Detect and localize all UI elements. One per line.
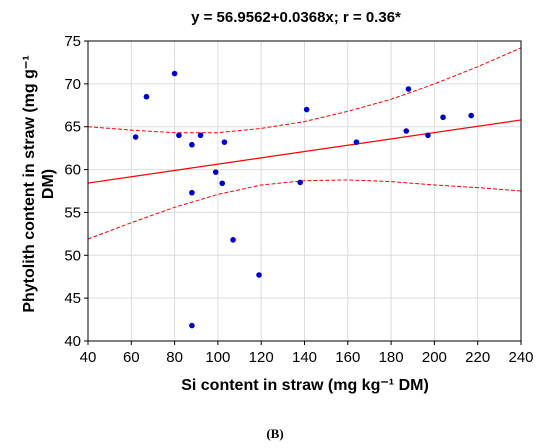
x-tick-label: 60 xyxy=(123,349,140,366)
x-tick-label: 160 xyxy=(335,349,360,366)
x-tick-label: 240 xyxy=(508,349,533,366)
x-tick-label: 200 xyxy=(422,349,447,366)
y-tick-label: 70 xyxy=(64,76,81,93)
x-tick-label: 180 xyxy=(379,349,404,366)
data-point xyxy=(256,272,262,278)
x-tick-label: 40 xyxy=(80,349,97,366)
y-axis-label: Phytolith content in straw (mg g⁻¹ DM) xyxy=(21,55,57,312)
x-tick-label: 80 xyxy=(166,349,183,366)
data-point xyxy=(221,139,228,145)
data-point xyxy=(219,180,226,187)
regression-line-group xyxy=(87,119,522,184)
data-point xyxy=(303,106,310,113)
data-point xyxy=(189,189,195,196)
panel-label: (B) xyxy=(266,426,283,441)
y-tick-label: 55 xyxy=(64,204,81,221)
data-point xyxy=(405,86,412,92)
y-tick-label: 45 xyxy=(64,290,81,307)
y-axis-label-line2: DM) xyxy=(40,169,57,199)
data-point xyxy=(176,132,182,139)
x-axis-label: Si content in straw (mg kg⁻¹ DM) xyxy=(181,377,429,394)
x-tick-label: 140 xyxy=(292,349,317,366)
data-point xyxy=(230,237,236,243)
y-tick-label: 50 xyxy=(64,247,81,264)
data-point xyxy=(189,322,195,329)
data-point xyxy=(143,93,150,100)
data-point xyxy=(297,179,303,186)
data-point xyxy=(212,169,219,175)
y-tick-label: 65 xyxy=(64,119,81,136)
chart-title: y = 56.9562+0.0368x; r = 0.36* xyxy=(191,9,401,26)
data-point xyxy=(403,128,410,134)
data-point xyxy=(189,141,195,148)
data-point xyxy=(425,132,431,139)
data-point xyxy=(468,112,475,119)
data-point xyxy=(440,114,446,121)
y-axis-label-line1: Phytolith content in straw (mg g⁻¹ xyxy=(21,55,38,312)
grid-lines xyxy=(87,40,522,342)
y-tick-label: 60 xyxy=(64,162,81,179)
x-tick-label: 120 xyxy=(249,349,274,366)
y-tick-label: 75 xyxy=(64,33,81,50)
data-point xyxy=(353,139,360,145)
x-tick-label: 100 xyxy=(205,349,230,366)
data-point xyxy=(171,70,178,77)
y-axis-ticks: 40 45 50 55 60 65 70 75 xyxy=(64,33,88,350)
confidence-lower-line xyxy=(87,179,522,240)
confidence-upper-line xyxy=(87,47,522,134)
regression-line xyxy=(87,119,522,184)
confidence-band xyxy=(87,47,522,240)
data-point xyxy=(197,132,204,139)
y-tick-label: 40 xyxy=(64,333,81,350)
data-points xyxy=(132,70,475,329)
data-point xyxy=(132,134,139,140)
x-axis-ticks: 40 60 80 100 120 140 160 180 200 220 240 xyxy=(80,341,534,366)
x-tick-label: 220 xyxy=(465,349,490,366)
